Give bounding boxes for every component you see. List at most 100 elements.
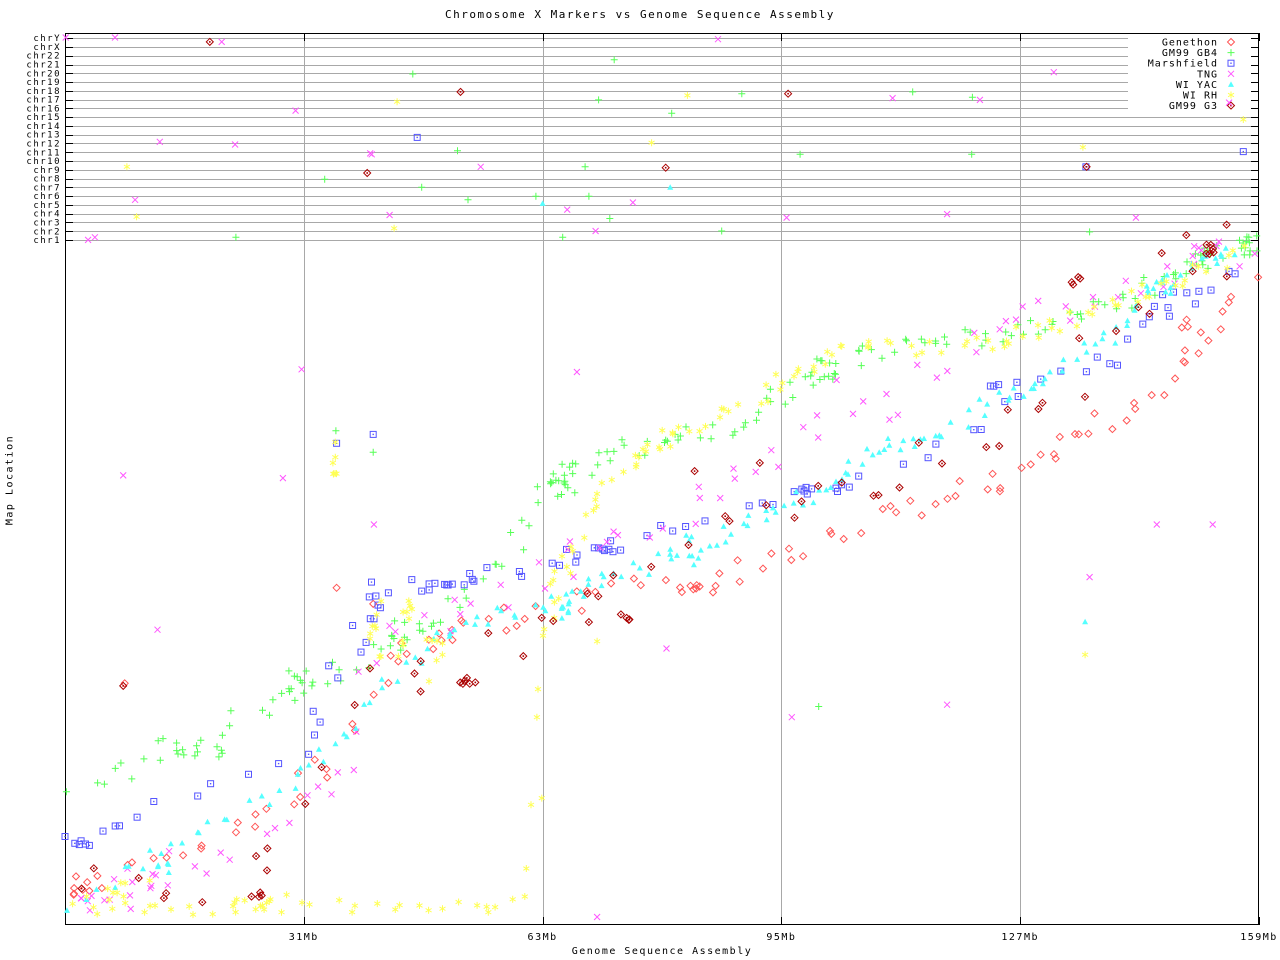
data-point xyxy=(610,55,619,64)
data-point xyxy=(265,711,274,720)
data-point xyxy=(558,233,567,242)
data-point xyxy=(225,721,234,730)
data-point xyxy=(425,677,433,686)
data-point xyxy=(564,607,572,614)
data-point xyxy=(416,901,423,910)
data-point xyxy=(1100,300,1109,309)
data-point xyxy=(857,529,866,538)
data-point xyxy=(763,516,771,523)
data-point xyxy=(663,645,670,652)
data-point xyxy=(894,411,902,419)
data-point xyxy=(462,594,471,603)
data-point xyxy=(566,538,574,545)
data-point xyxy=(593,637,601,646)
data-point xyxy=(297,764,304,771)
data-point xyxy=(739,423,748,432)
data-point xyxy=(814,481,823,490)
data-point xyxy=(162,853,171,862)
data-point xyxy=(427,622,436,631)
data-point xyxy=(275,760,283,768)
data-point xyxy=(402,658,410,666)
data-point xyxy=(357,648,365,656)
data-point xyxy=(439,904,446,913)
data-point xyxy=(165,847,173,855)
data-point xyxy=(908,87,917,96)
chromosome-label: chr8 xyxy=(33,175,61,185)
data-point xyxy=(1081,618,1089,625)
chart-title: Chromosome X Markers vs Genome Sequence … xyxy=(445,8,835,21)
data-point xyxy=(788,393,797,402)
data-point xyxy=(594,95,603,104)
data-point xyxy=(823,347,831,356)
x-tick-label: 63Mb xyxy=(528,932,558,943)
data-point xyxy=(696,494,704,502)
data-point xyxy=(127,774,136,783)
data-point xyxy=(207,780,215,788)
data-point xyxy=(416,687,425,696)
legend-item-label: Genethon xyxy=(1162,38,1218,49)
data-point xyxy=(1252,231,1261,240)
data-point xyxy=(479,574,488,583)
data-point xyxy=(1150,302,1158,310)
data-point xyxy=(283,890,291,899)
data-point xyxy=(517,516,526,525)
data-point xyxy=(370,521,378,528)
data-point xyxy=(609,447,618,456)
chromosome-label: chr12 xyxy=(26,140,61,150)
data-point xyxy=(408,576,416,584)
data-point xyxy=(1098,335,1106,342)
data-point xyxy=(609,548,617,556)
data-point xyxy=(1239,148,1247,156)
data-point xyxy=(133,813,141,821)
data-point xyxy=(78,885,87,894)
data-point xyxy=(157,850,165,857)
data-point xyxy=(902,336,911,345)
data-point xyxy=(912,351,920,360)
data-point xyxy=(1150,291,1159,300)
data-point xyxy=(1236,262,1244,270)
data-point xyxy=(378,675,386,683)
data-point xyxy=(415,619,424,628)
data-point xyxy=(141,908,149,917)
data-point xyxy=(801,372,810,381)
chromosome-label: chr7 xyxy=(33,183,61,193)
data-point xyxy=(707,434,716,443)
data-point xyxy=(391,628,399,636)
data-point xyxy=(972,348,980,356)
data-point xyxy=(558,552,566,561)
series-wi-rh-points xyxy=(69,91,1248,919)
data-point xyxy=(831,359,840,368)
data-point xyxy=(93,910,101,918)
data-point xyxy=(886,502,895,511)
data-point xyxy=(113,888,121,897)
data-point xyxy=(549,576,557,585)
data-point xyxy=(883,390,890,398)
data-point xyxy=(194,792,202,800)
data-point xyxy=(778,379,786,387)
data-point xyxy=(467,600,475,608)
data-point xyxy=(767,549,776,558)
data-point xyxy=(682,523,690,530)
data-point xyxy=(247,892,256,901)
data-point xyxy=(568,459,577,468)
data-point xyxy=(119,471,127,479)
series-tng-points xyxy=(62,34,1259,921)
data-point xyxy=(931,500,940,509)
data-point xyxy=(730,465,737,473)
data-point xyxy=(1190,242,1198,250)
data-point xyxy=(165,869,173,876)
data-point xyxy=(735,577,744,586)
data-point xyxy=(146,876,154,885)
data-point xyxy=(666,550,674,558)
data-point xyxy=(855,472,863,480)
gridlines xyxy=(65,33,1259,925)
data-point xyxy=(886,416,893,424)
data-point xyxy=(895,483,904,492)
chromosome-label: chr17 xyxy=(26,96,61,106)
data-point xyxy=(814,702,823,711)
data-point xyxy=(983,485,992,494)
data-point xyxy=(483,564,491,572)
x-tick-label: 127Mb xyxy=(1001,932,1039,943)
data-point xyxy=(418,587,426,595)
